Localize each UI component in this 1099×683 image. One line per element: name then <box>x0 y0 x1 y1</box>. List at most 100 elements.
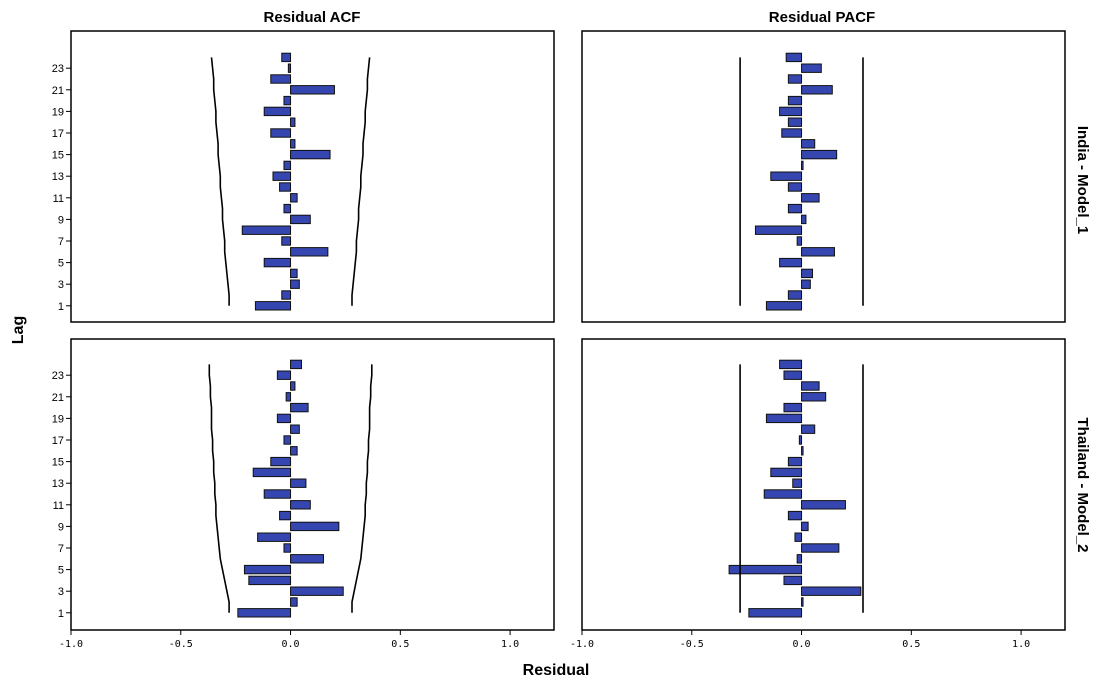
y-tick-label: 17 <box>52 128 64 140</box>
column-title-pacf: Residual PACF <box>769 9 875 26</box>
y-tick-label: 19 <box>52 106 64 118</box>
bar-lag-7 <box>801 543 840 553</box>
y-tick-label: 7 <box>58 236 64 248</box>
panels-group: 13579111315171921231357911131517192123-1… <box>52 30 1066 650</box>
bar-lag-14 <box>801 160 804 171</box>
bar-lag-9 <box>290 521 340 532</box>
bar-lag-2 <box>787 290 803 300</box>
bar-lag-3 <box>290 586 344 596</box>
bar-lag-15 <box>290 149 331 160</box>
bar-lag-1 <box>765 301 803 311</box>
bar-lag-6 <box>801 247 835 257</box>
bar-lag-1 <box>237 608 292 618</box>
bar-lag-9 <box>801 214 807 225</box>
bar-lag-23 <box>287 63 292 73</box>
x-tick-label: 1.0 <box>1012 639 1030 650</box>
bar-lag-8 <box>241 225 292 235</box>
bar-lag-5 <box>779 257 803 268</box>
bar-lag-15 <box>787 456 803 467</box>
y-tick-label: 7 <box>58 543 64 555</box>
bar-lag-20 <box>787 95 803 106</box>
bar-lag-6 <box>290 247 329 257</box>
x-tick-label: -1.0 <box>59 639 83 650</box>
panel-frame <box>70 30 555 323</box>
y-tick-label: 19 <box>52 413 64 425</box>
bar-lag-20 <box>783 402 803 413</box>
y-tick-label: 5 <box>58 258 64 270</box>
bar-lag-8 <box>257 532 292 542</box>
bar-lag-11 <box>801 500 846 510</box>
bar-lag-22 <box>787 74 803 84</box>
y-tick-label: 1 <box>58 301 64 313</box>
upper-confidence-limit <box>351 364 373 613</box>
bar-lag-3 <box>801 586 862 596</box>
bar-lag-10 <box>283 203 292 214</box>
column-title-acf: Residual ACF <box>264 9 361 26</box>
y-tick-label: 9 <box>58 214 64 226</box>
bar-lag-4 <box>290 268 298 279</box>
y-tick-label: 9 <box>58 521 64 533</box>
bar-lag-14 <box>252 467 292 478</box>
bar-lag-17 <box>781 128 803 138</box>
bar-lag-16 <box>290 446 298 456</box>
bar-lag-18 <box>787 117 803 127</box>
bar-lag-14 <box>770 467 803 478</box>
bar-lag-24 <box>779 359 803 370</box>
y-tick-label: 15 <box>52 150 64 162</box>
bar-lag-18 <box>801 424 816 434</box>
bar-lag-21 <box>801 85 833 95</box>
y-tick-label: 23 <box>52 63 64 75</box>
bar-lag-3 <box>801 279 811 289</box>
bar-lag-12 <box>279 182 292 192</box>
bar-lag-18 <box>290 424 300 434</box>
bar-lag-12 <box>263 489 292 499</box>
bar-lag-5 <box>263 257 292 268</box>
bar-lag-13 <box>290 478 307 488</box>
bar-lag-21 <box>285 392 292 402</box>
bar-lag-11 <box>290 193 298 203</box>
bar-lag-4 <box>783 575 803 586</box>
bar-lag-7 <box>283 543 292 553</box>
bar-lag-9 <box>290 214 311 225</box>
bar-lag-1 <box>748 608 803 618</box>
bar-lag-19 <box>263 106 292 117</box>
x-tick-label: 0.5 <box>391 639 409 650</box>
bar-lag-20 <box>290 402 309 413</box>
panel-frame <box>581 30 1066 323</box>
bar-lag-3 <box>290 279 300 289</box>
bar-lag-16 <box>290 139 296 149</box>
y-tick-label: 21 <box>52 85 64 97</box>
bar-lag-23 <box>801 63 822 73</box>
y-tick-label: 17 <box>52 435 64 447</box>
bar-lag-14 <box>283 160 292 171</box>
y-tick-label: 1 <box>58 608 64 620</box>
bar-lag-17 <box>270 128 292 138</box>
bar-lag-8 <box>754 225 803 235</box>
bar-lag-16 <box>801 446 804 456</box>
bar-lag-17 <box>283 435 292 445</box>
bar-lag-5 <box>243 564 292 575</box>
bar-lag-19 <box>765 413 803 424</box>
panel-frame <box>581 338 1066 631</box>
row-title-thailand: Thailand - Model_2 <box>1074 417 1091 552</box>
bar-lag-7 <box>281 236 292 246</box>
y-tick-label: 13 <box>52 171 64 183</box>
bar-lag-1 <box>254 301 292 311</box>
bar-lag-21 <box>801 392 827 402</box>
bar-lag-16 <box>801 139 816 149</box>
bar-lag-24 <box>290 359 303 370</box>
bar-lag-13 <box>272 171 292 181</box>
bar-lag-10 <box>787 510 803 521</box>
y-tick-label: 11 <box>53 193 64 205</box>
x-axis-title: Residual <box>523 662 590 679</box>
x-tick-label: 0.0 <box>793 639 811 650</box>
lower-confidence-limit <box>210 57 230 306</box>
y-axis-title: Lag <box>10 316 27 344</box>
bar-lag-11 <box>290 500 311 510</box>
bar-lag-13 <box>770 171 803 181</box>
bar-lag-23 <box>276 370 292 380</box>
lower-confidence-limit <box>208 364 230 613</box>
y-tick-label: 3 <box>58 279 64 291</box>
